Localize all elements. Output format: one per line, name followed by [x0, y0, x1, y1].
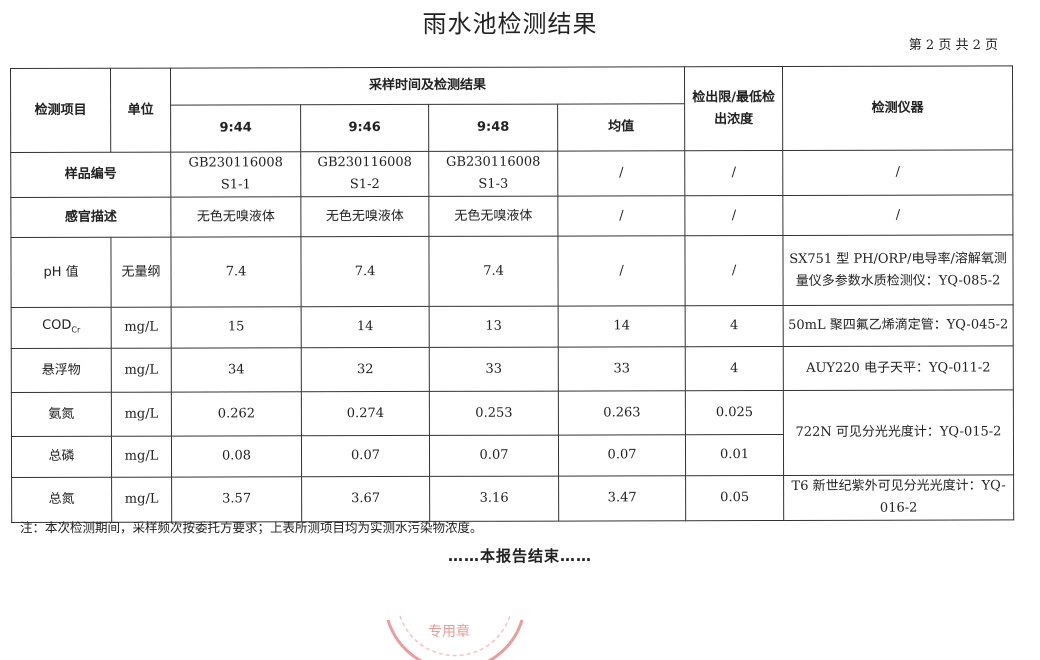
cell: GB230116008 S1-2 [300, 151, 429, 197]
unit-cell: mg/L [111, 436, 172, 478]
cell: 无色无嗅液体 [428, 196, 558, 237]
row-label: 氨氮 [11, 392, 112, 437]
table-row: 悬浮物 mg/L 34 32 33 33 4 AUY220 电子天平：YQ-01… [11, 345, 1014, 393]
cell: 33 [429, 347, 559, 392]
cell: 无色无嗅液体 [300, 196, 429, 237]
table-row: CODCr mg/L 15 14 13 14 4 50mL 聚四氟乙烯滴定管：Y… [11, 304, 1014, 349]
row-label: 悬浮物 [11, 348, 112, 393]
cell: / [782, 194, 1013, 236]
cell: 7.4 [300, 236, 430, 307]
instrument-cell: SX751 型 PH/ORP/电导率/溶解氧测量仪多参数水质检测仪：YQ-085… [782, 234, 1014, 306]
cell: 0.263 [558, 390, 686, 436]
cell: 0.253 [429, 391, 559, 436]
unit-cell: mg/L [111, 477, 172, 523]
cell: 3.47 [558, 475, 686, 522]
cell: / [782, 149, 1013, 196]
cell: 33 [558, 346, 686, 392]
cell: 0.05 [685, 475, 784, 521]
cell: 32 [301, 347, 430, 392]
instrument-cell: 50mL 聚四氟乙烯滴定管：YQ-045-2 [783, 304, 1014, 347]
cell: 0.07 [429, 435, 559, 477]
cell: 无色无嗅液体 [170, 196, 301, 238]
row-label: 样品编号 [10, 152, 171, 198]
cell: 0.262 [171, 391, 302, 437]
cell: 0.01 [685, 434, 784, 476]
cell: 14 [558, 305, 686, 348]
table-row: 样品编号 GB230116008 S1-1 GB230116008 S1-2 G… [10, 149, 1013, 198]
unit-cell: mg/L [111, 392, 172, 437]
row-label: 总磷 [11, 436, 112, 478]
table-row: 感官描述 无色无嗅液体 无色无嗅液体 无色无嗅液体 / / / [10, 194, 1013, 238]
table-row: pH 值 无量纲 7.4 7.4 7.4 / / SX751 型 PH/ORP/… [10, 234, 1014, 308]
cell: / [557, 195, 685, 237]
header-instrument: 检测仪器 [782, 65, 1013, 151]
cell: 3.16 [429, 476, 559, 522]
cell: 7.4 [170, 236, 302, 308]
cell: GB230116008 S1-1 [170, 151, 301, 198]
header-time: 9:48 [428, 104, 558, 152]
cell: 7.4 [428, 236, 559, 307]
instrument-cell: T6 新世纪紫外可见分光光度计：YQ-016-2 [783, 474, 1014, 521]
cell: 13 [429, 306, 559, 348]
cell: 4 [685, 346, 784, 391]
cell: 3.67 [301, 476, 430, 522]
svg-text:专用章: 专用章 [428, 623, 470, 640]
cell: 0.07 [301, 435, 430, 477]
item-subscript: Cr [71, 325, 81, 335]
cell: 0.274 [301, 391, 430, 436]
instrument-cell: AUY220 电子天平：YQ-011-2 [783, 345, 1014, 391]
cell: / [684, 150, 783, 196]
cell: 34 [171, 347, 302, 393]
cell: / [684, 235, 784, 306]
header-time: 9:44 [170, 104, 301, 153]
unit-cell: mg/L [111, 307, 172, 349]
header-item: 检测项目 [10, 68, 111, 153]
unit-cell: mg/L [111, 348, 172, 393]
unit-cell: 无量纲 [110, 237, 172, 308]
table-row: 总氮 mg/L 3.57 3.67 3.16 3.47 0.05 T6 新世纪紫… [11, 474, 1014, 523]
report-end: ……本报告结束…… [447, 547, 592, 565]
header-time: 9:46 [300, 104, 429, 152]
page-title: 雨水池检测结果 [422, 10, 598, 38]
row-label: CODCr [11, 307, 112, 349]
cell: / [684, 195, 783, 236]
cell: GB230116008 S1-3 [428, 151, 558, 197]
cell: / [557, 235, 686, 307]
page-number: 第 2 页 共 2 页 [908, 38, 998, 53]
item-text: COD [42, 317, 72, 333]
instrument-cell: 722N 可见分光光度计：YQ-015-2 [783, 389, 1014, 476]
table-row: 氨氮 mg/L 0.262 0.274 0.253 0.263 0.025 72… [11, 389, 1014, 476]
cell: 0.08 [171, 435, 302, 478]
cell: 3.57 [171, 476, 302, 523]
cell: 15 [171, 306, 302, 349]
cell: 14 [301, 306, 430, 348]
header-unit: 单位 [110, 68, 171, 153]
cell: 4 [685, 305, 784, 347]
row-label: 总氮 [11, 477, 112, 523]
row-label: 感官描述 [10, 197, 171, 238]
header-sampling: 采样时间及检测结果 [170, 66, 685, 106]
results-table: 检测项目 单位 采样时间及检测结果 检出限/最低检出浓度 检测仪器 9:44 9… [10, 65, 1014, 523]
header-avg: 均值 [557, 103, 685, 152]
cell: 0.025 [685, 390, 784, 435]
header-limit: 检出限/最低检出浓度 [684, 66, 783, 151]
footnote: 注：本次检测期间，采样频次按委托方要求；上表所测项目均为实测水污染物浓度。 [20, 520, 483, 535]
row-label: pH 值 [10, 237, 112, 308]
cell: / [557, 150, 685, 197]
red-seal-stamp: 专用章 [386, 615, 524, 660]
cell: 0.07 [558, 434, 686, 477]
